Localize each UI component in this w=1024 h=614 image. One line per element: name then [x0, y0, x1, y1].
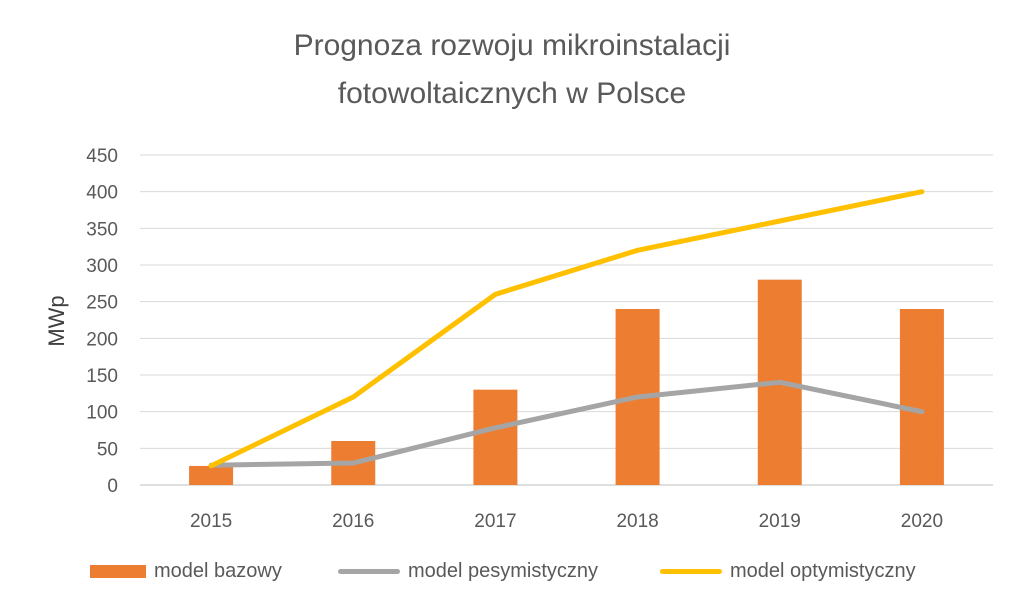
bar-2017	[473, 389, 518, 485]
legend-item-model-pesymistyczny: model pesymistyczny	[338, 560, 598, 583]
y-tick-label: 350	[86, 219, 118, 240]
y-tick-label: 50	[97, 439, 118, 460]
x-tick-label: 2018	[616, 511, 658, 532]
legend: model bazowy model pesymistyczny model o…	[0, 560, 1024, 590]
x-tick-label: 2020	[901, 511, 943, 532]
y-tick-label: 150	[86, 366, 118, 387]
x-tick-label: 2016	[332, 511, 374, 532]
legend-label: model optymistyczny	[730, 560, 916, 582]
bar-2015	[189, 465, 234, 485]
x-tick-label: 2017	[474, 511, 516, 532]
y-tick-label: 250	[86, 293, 118, 314]
legend-label: model pesymistyczny	[408, 560, 599, 582]
legend-swatch-line	[660, 569, 722, 574]
y-tick-label: 200	[86, 329, 118, 350]
y-tick-label: 300	[86, 256, 118, 277]
line-series	[208, 189, 925, 469]
line-model-optymistyczny	[208, 189, 925, 469]
y-tick-label: 400	[86, 183, 118, 204]
legend-swatch-line	[338, 569, 400, 574]
bar-series	[189, 279, 944, 485]
line-model-pesymistyczny	[208, 379, 925, 468]
y-axis-label: MWp	[44, 295, 69, 346]
y-tick-label: 0	[107, 476, 118, 497]
x-tick-labels: 2015 2016 2017 2018 2019 2020	[190, 511, 943, 532]
x-tick-label: 2019	[759, 511, 801, 532]
legend-item-model-bazowy: model bazowy	[90, 560, 282, 583]
chart-title-line2: fotowoltaicznych w Polsce	[337, 77, 687, 110]
legend-swatch-bar	[90, 565, 146, 578]
y-tick-label: 450	[86, 146, 118, 167]
chart-title-line1: Prognoza rozwoju mikroinstalacji	[293, 29, 731, 62]
legend-item-model-optymistyczny: model optymistyczny	[660, 560, 916, 583]
legend-label: model bazowy	[154, 560, 282, 582]
y-tick-labels: 0 50 100 150 200 250 300 350 400 450	[86, 146, 118, 497]
bar-2020	[899, 309, 944, 485]
x-tick-label: 2015	[190, 511, 232, 532]
y-tick-label: 100	[86, 403, 118, 424]
